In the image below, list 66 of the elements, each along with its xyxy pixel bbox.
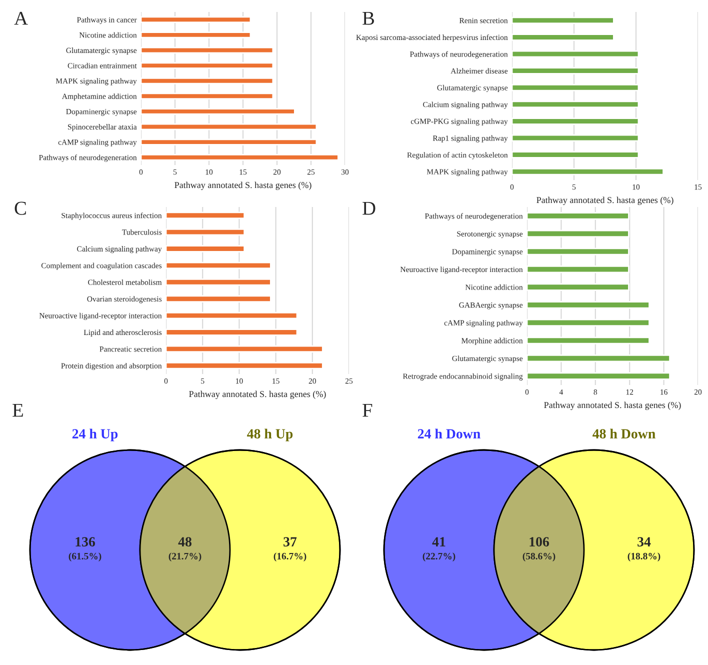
bar: [512, 100, 640, 108]
data-label: (22.7%): [422, 552, 456, 562]
chart-title: B: [362, 12, 374, 25]
bar: [141, 92, 274, 100]
data-label: (18.8%): [628, 552, 660, 562]
data-label: (61.5%): [68, 552, 102, 562]
bar: [512, 84, 640, 92]
chart-title: C: [14, 202, 26, 215]
bar: [512, 134, 640, 142]
bar: [512, 50, 640, 58]
x-axis-title: Pathway annotated S. hasta genes (%): [174, 182, 312, 190]
data-label: (21.7%): [168, 552, 202, 562]
bar: [166, 295, 272, 302]
text: 37: [284, 537, 297, 546]
bar: [141, 62, 274, 69]
category-label: 24 h Up: [72, 428, 118, 442]
bar: [527, 301, 650, 309]
bar: [527, 283, 630, 291]
bar: [527, 265, 630, 274]
bar: [527, 212, 630, 220]
text: 106: [530, 537, 550, 546]
bar: [512, 34, 614, 41]
bar: [141, 46, 274, 54]
bar: [166, 228, 246, 236]
bar: [141, 16, 252, 24]
bar: [166, 328, 298, 336]
bar: [166, 245, 246, 252]
bar: [512, 118, 640, 125]
text: F: [362, 404, 372, 417]
bar: [166, 345, 324, 353]
bar: [512, 168, 664, 176]
category-label: 48 h Down: [592, 428, 656, 438]
bar: [166, 262, 272, 270]
bar: [512, 67, 640, 74]
bar: [166, 278, 272, 286]
bar: [527, 354, 670, 362]
category-label: 24 h Down: [418, 428, 480, 438]
bar: [527, 318, 650, 327]
bar: [527, 372, 670, 380]
bar: [141, 108, 296, 115]
text: E: [12, 404, 23, 417]
bar: [527, 248, 630, 256]
bar: [166, 212, 246, 219]
bar: [166, 312, 298, 320]
bar: [141, 154, 339, 161]
bar: [512, 151, 640, 158]
text: 48: [178, 537, 192, 546]
data-label: (58.6%): [522, 552, 556, 562]
bar: [141, 77, 274, 84]
x-axis-title: Pathway annotated S. hasta genes (%): [544, 402, 681, 410]
bar: [527, 230, 630, 238]
chart-title: A: [14, 12, 28, 25]
category-label: 48 h Up: [247, 428, 293, 442]
text: 41: [432, 537, 446, 546]
bar: [141, 138, 318, 146]
bar: [141, 123, 318, 130]
text: 136: [76, 537, 96, 546]
bar: [166, 362, 324, 370]
x-axis-title: Pathway annotated S. hasta genes (%): [189, 390, 326, 399]
bar: [141, 32, 252, 38]
data-label: (16.7%): [274, 552, 306, 562]
x-axis-title: Pathway annotated S. hasta genes (%): [536, 196, 674, 205]
bar: [512, 16, 614, 24]
text: D: [362, 202, 376, 215]
bar: [527, 336, 650, 344]
text: 34: [638, 537, 651, 546]
